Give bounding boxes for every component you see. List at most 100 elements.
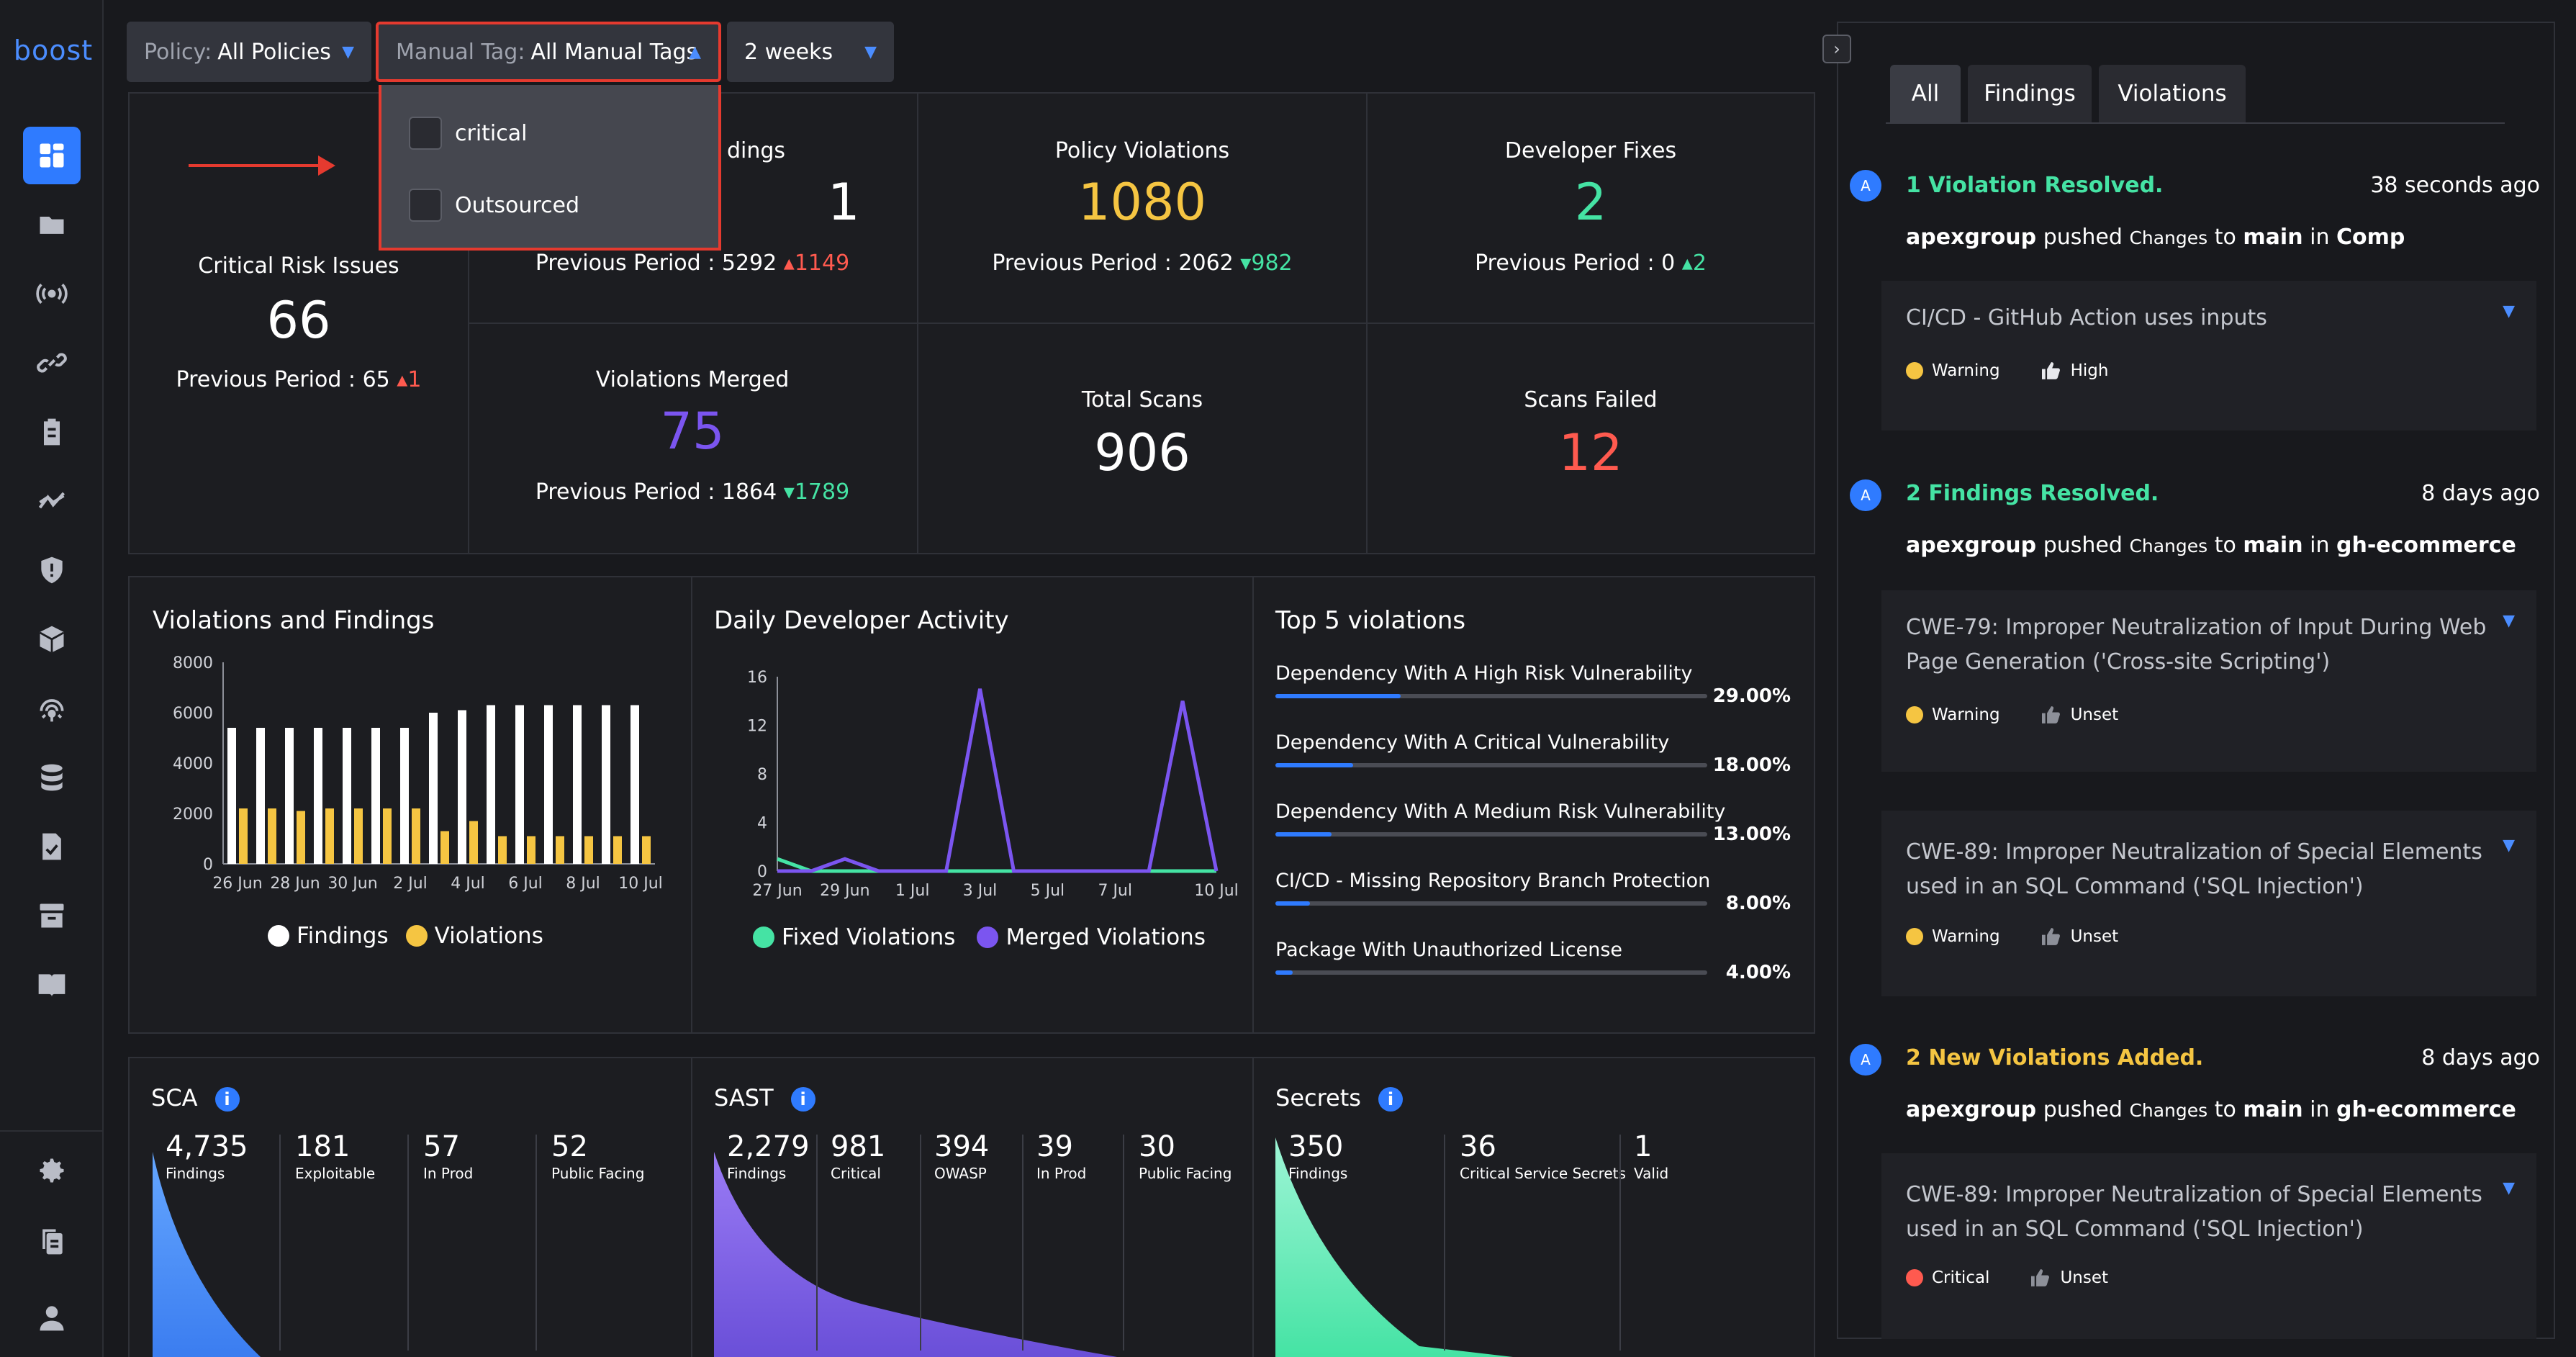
- shield-icon[interactable]: [23, 541, 81, 599]
- critical-risk-value: 66: [266, 291, 331, 350]
- period-filter-value: 2 weeks: [744, 39, 833, 65]
- bar-violations: [440, 831, 449, 864]
- folder-icon[interactable]: [23, 196, 81, 253]
- y-tick-label: 4: [757, 815, 767, 833]
- legend-merged-violations[interactable]: Merged Violations: [1005, 924, 1206, 950]
- violations-merged-card[interactable]: Violations Merged 75 Previous Period : 1…: [468, 323, 918, 553]
- collapse-panel-icon[interactable]: ›: [1822, 35, 1851, 63]
- chevron-down-icon[interactable]: ▼: [2503, 302, 2515, 320]
- developer-fixes-card[interactable]: Developer Fixes 2 Previous Period : 0 ▴2: [1368, 94, 1814, 324]
- policy-filter-label: Policy:: [144, 39, 212, 65]
- book-icon[interactable]: [23, 956, 81, 1014]
- info-icon[interactable]: i: [214, 1087, 240, 1112]
- sast-area-chart: [714, 1152, 1117, 1357]
- findings-card[interactable]: dings 1 Previous Period : 5292 ▴1149: [468, 94, 918, 324]
- bar-findings: [227, 728, 236, 864]
- event-card[interactable]: CWE-79: Improper Neutralization of Input…: [1881, 590, 2536, 772]
- sca-in-prod[interactable]: 57 In Prod: [423, 1130, 474, 1182]
- secrets-valid[interactable]: 1 Valid: [1634, 1130, 1669, 1182]
- radar-icon[interactable]: [23, 680, 81, 737]
- link-icon[interactable]: [23, 334, 81, 392]
- top-violation-row[interactable]: Dependency With A Critical Vulnerability…: [1275, 731, 1791, 776]
- event-tags: Warning Unset: [1906, 927, 2118, 946]
- manual-tag-option-outsourced[interactable]: Outsourced: [409, 187, 579, 223]
- x-tick-label: 8 Jul: [566, 875, 600, 893]
- policy-filter[interactable]: Policy: All Policies ▼: [127, 22, 371, 82]
- top-violation-row[interactable]: CI/CD - Missing Repository Branch Protec…: [1275, 870, 1791, 914]
- chevron-down-icon[interactable]: ▼: [2503, 612, 2515, 630]
- tab-findings[interactable]: Findings: [1968, 65, 2092, 122]
- clipboard-icon[interactable]: [23, 403, 81, 461]
- checkbox[interactable]: [409, 117, 442, 150]
- secrets-critical-service[interactable]: 36 Critical Service Secrets: [1460, 1130, 1626, 1182]
- changes-link[interactable]: Changes: [2129, 227, 2208, 248]
- copy-icon[interactable]: [23, 1212, 81, 1270]
- sca-findings[interactable]: 4,735 Findings: [166, 1130, 248, 1182]
- user-icon[interactable]: [23, 1289, 81, 1346]
- tab-all[interactable]: All: [1890, 65, 1961, 122]
- x-tick-label: 26 Jun: [212, 875, 262, 893]
- x-tick-label: 1 Jul: [895, 882, 930, 900]
- increase-icon: ▴: [397, 367, 408, 392]
- event-tags: Warning Unset: [1906, 705, 2118, 724]
- top-violation-row[interactable]: Dependency With A High Risk Vulnerabilit…: [1275, 662, 1791, 707]
- total-scans-card[interactable]: Total Scans 906: [918, 323, 1368, 553]
- sast-critical[interactable]: 981 Critical: [831, 1130, 886, 1182]
- chevron-down-icon[interactable]: ▼: [2503, 1179, 2515, 1197]
- sidebar: boost: [0, 0, 104, 1357]
- sast-findings[interactable]: 2,279 Findings: [727, 1130, 810, 1182]
- policy-violations-card[interactable]: Policy Violations 1080 Previous Period :…: [918, 94, 1368, 324]
- event-card[interactable]: CWE-89: Improper Neutralization of Speci…: [1881, 811, 2536, 996]
- legend-fixed-violations[interactable]: Fixed Violations: [782, 924, 956, 950]
- legend-findings[interactable]: Findings: [297, 923, 389, 949]
- scans-failed-value: 12: [1558, 423, 1623, 482]
- sast-public-facing[interactable]: 30 Public Facing: [1139, 1130, 1232, 1182]
- developer-activity-title: Daily Developer Activity: [714, 606, 1009, 635]
- bar-violations: [239, 808, 248, 864]
- top-violation-name: Package With Unauthorized License: [1275, 939, 1623, 961]
- info-icon[interactable]: i: [1378, 1087, 1403, 1112]
- broadcast-icon[interactable]: [23, 265, 81, 323]
- sca-exploitable[interactable]: 181 Exploitable: [295, 1130, 376, 1182]
- top-violation-row[interactable]: Dependency With A Medium Risk Vulnerabil…: [1275, 801, 1791, 845]
- checkbox[interactable]: [409, 189, 442, 222]
- top-violation-row[interactable]: Package With Unauthorized License 4.00%: [1275, 939, 1791, 983]
- package-icon[interactable]: [23, 610, 81, 668]
- thumbs-up-icon: [2041, 362, 2060, 379]
- dashboard-icon[interactable]: [23, 127, 81, 184]
- caret-down-icon: ▼: [864, 42, 877, 61]
- bar-findings: [631, 705, 639, 864]
- sca-public-facing[interactable]: 52 Public Facing: [551, 1130, 645, 1182]
- archive-icon[interactable]: [23, 887, 81, 945]
- changes-link[interactable]: Changes: [2129, 1100, 2208, 1121]
- legend-violations[interactable]: Violations: [434, 923, 543, 949]
- info-icon[interactable]: i: [790, 1087, 815, 1112]
- violations-merged-prev: Previous Period : 1864 ▾1789: [535, 479, 850, 505]
- event-card[interactable]: CWE-89: Improper Neutralization of Speci…: [1881, 1153, 2536, 1339]
- trend-icon[interactable]: [23, 472, 81, 530]
- scans-failed-card[interactable]: Scans Failed 12: [1368, 323, 1814, 553]
- top-violation-percent: 8.00%: [1725, 893, 1791, 914]
- document-check-icon[interactable]: [23, 818, 81, 875]
- sast-in-prod[interactable]: 39 In Prod: [1036, 1130, 1087, 1182]
- gear-icon[interactable]: [23, 1142, 81, 1199]
- manual-tag-filter[interactable]: Manual Tag: All Manual Tags ▲: [376, 22, 721, 82]
- progress-track: [1275, 763, 1707, 767]
- event-description: apexgroup pushed Changes to main in gh-e…: [1906, 1097, 2516, 1122]
- progress-fill: [1275, 763, 1353, 767]
- tab-violations[interactable]: Violations: [2099, 65, 2246, 122]
- developer-fixes-title: Developer Fixes: [1504, 138, 1677, 163]
- database-icon[interactable]: [23, 749, 81, 806]
- period-filter[interactable]: 2 weeks ▼: [727, 22, 894, 82]
- event-card[interactable]: CI/CD - GitHub Action uses inputs ▼ Warn…: [1881, 281, 2536, 430]
- x-tick-label: 4 Jul: [451, 875, 485, 893]
- sast-owasp[interactable]: 394 OWASP: [934, 1130, 990, 1182]
- changes-link[interactable]: Changes: [2129, 536, 2208, 556]
- secrets-findings[interactable]: 350 Findings: [1288, 1130, 1348, 1182]
- violations-findings-chart: 0 2000 4000 6000 8000 26 Jun 28 Jun 30 Jun 2 Jul…: [173, 654, 663, 893]
- manual-tag-option-critical[interactable]: critical: [409, 115, 527, 151]
- x-tick-label: 30 Jun: [327, 875, 377, 893]
- legend-dot-fixed: [753, 927, 774, 948]
- boost-logo[interactable]: boost: [13, 35, 94, 66]
- chevron-down-icon[interactable]: ▼: [2503, 837, 2515, 855]
